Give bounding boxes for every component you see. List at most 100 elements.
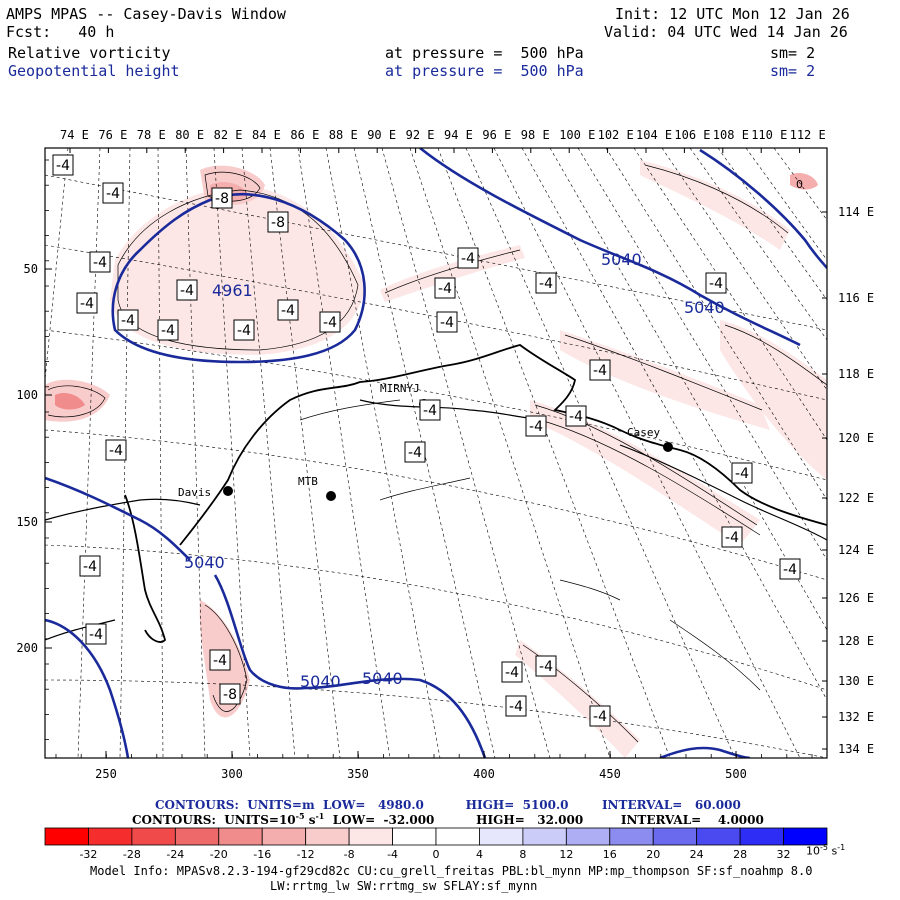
- vort-contour-post: LOW= -32.000 HIGH= 32.000 INTERVAL= 4.00…: [324, 813, 764, 827]
- vorticity-label-text: -4: [213, 653, 227, 669]
- colorbar-label: -20: [210, 848, 228, 861]
- vorticity-label-text: -4: [735, 466, 749, 482]
- vorticity-label: -4: [277, 299, 299, 321]
- vorticity-label-box: [436, 311, 458, 333]
- longitude-tick-label: 88 E: [329, 128, 358, 142]
- vorticity-label-text: -4: [56, 158, 70, 174]
- vorticity-label: -4: [52, 154, 74, 176]
- longitude-tick-label: 94 E: [444, 128, 473, 142]
- colorbar: -32 -28 -24 -20 -16 -12 -8 -4 0 4 8 12 16 20 24 28 32: [44, 827, 828, 861]
- longitude-tick-label: 116 E: [838, 291, 874, 305]
- vorticity-label-box: [731, 462, 753, 484]
- colorbar-label: 4: [476, 848, 483, 861]
- colorbar-swatch: [392, 827, 437, 846]
- vorticity-label: -4: [233, 319, 255, 341]
- longitude-tick-label: 96 E: [482, 128, 511, 142]
- vorticity-label-text: -4: [106, 186, 120, 202]
- vorticity-label-text: -4: [509, 699, 523, 715]
- vorticity-label: -8: [219, 683, 241, 705]
- field1-smoothing: sm= 2: [770, 44, 816, 62]
- longitude-tick-label: 76 E: [98, 128, 127, 142]
- vorticity-label-box: [535, 272, 557, 294]
- height-label: 4961: [212, 281, 253, 300]
- field1-name: Relative vorticity: [8, 44, 171, 62]
- model-info-line1: Model Info: MPASv8.2.3-194-gf29cd82c CU:…: [90, 864, 813, 878]
- coastline: [124, 344, 827, 643]
- vorticity-label-text: -8: [215, 191, 229, 207]
- x-axis-labels: 250 300 350 400 450 500: [55, 751, 813, 781]
- vorticity-label: -4: [404, 441, 426, 463]
- longitude-tick-label: 132 E: [838, 710, 874, 724]
- vorticity-label-box: [589, 705, 611, 727]
- x-tick-label: 500: [725, 767, 747, 781]
- station-mtb-label: MTB: [298, 475, 318, 488]
- vorticity-label-box: [319, 311, 341, 333]
- height-label: 5040: [300, 672, 341, 691]
- vorticity-label-box: [404, 441, 426, 463]
- vorticity-label-text: -4: [89, 627, 103, 643]
- vorticity-label-box: [589, 359, 611, 381]
- longitude-tick-label: 98 E: [521, 128, 550, 142]
- longitude-tick-label: 90 E: [367, 128, 396, 142]
- colorbar-label: -24: [166, 848, 184, 861]
- vorticity-label-text: -4: [539, 276, 553, 292]
- vorticity-label: -4: [721, 526, 743, 548]
- vorticity-label-text: -4: [281, 303, 295, 319]
- colorbar-swatch: [348, 827, 393, 846]
- forecast-hour: Fcst: 40 h: [6, 23, 115, 41]
- field2-name: Geopotential height: [8, 62, 180, 80]
- vorticity-label-box: [505, 695, 527, 717]
- longitude-tick-label: 122 E: [838, 491, 874, 505]
- vorticity-label-text: -4: [83, 559, 97, 575]
- x-tick-label: 450: [599, 767, 621, 781]
- vorticity-labels: -4 -4 -8 -8 -4 -4 -4 -4 -4 -4 -4 -4 -4 -4 -4 -4 -4 -4 -4 -4…: [52, 154, 801, 727]
- colorbar-unit: 10-5 s-1: [806, 843, 845, 858]
- vorticity-label: -4: [505, 695, 527, 717]
- vort-contour-exp: -5: [295, 811, 305, 821]
- vorticity-label-box: [117, 309, 139, 331]
- colorbar-swatch: [609, 827, 654, 846]
- valid-time: Valid: 04 UTC Wed 14 Jan 26: [604, 23, 848, 41]
- vorticity-label-text: -4: [180, 283, 194, 299]
- vorticity-label-box: [565, 405, 587, 427]
- vorticity-label: -4: [589, 705, 611, 727]
- vorticity-label-box: [501, 661, 523, 683]
- top-longitude-labels: 74 E 76 E 78 E 80 E 82 E 84 E 86 E 88 E 90 E 92 E…: [60, 128, 826, 153]
- vorticity-label: -4: [79, 555, 101, 577]
- vorticity-label-box: [89, 251, 111, 273]
- colorbar-unit-exp: -5: [820, 843, 828, 852]
- vorticity-label-box: [233, 319, 255, 341]
- colorbar-swatch: [783, 827, 828, 846]
- map-border: [44, 147, 828, 759]
- field1-level: at pressure = 500 hPa: [385, 44, 584, 62]
- vorticity-label: -4: [102, 182, 124, 204]
- vorticity-label-box: [209, 649, 231, 671]
- vorticity-label-text: -4: [440, 315, 454, 331]
- height-contours: [45, 148, 827, 758]
- longitude-tick-label: 102 E: [598, 128, 634, 142]
- vorticity-label: -4: [319, 311, 341, 333]
- vorticity-label-text: -4: [505, 665, 519, 681]
- colorbar-label: 8: [519, 848, 526, 861]
- vorticity-label: -4: [779, 558, 801, 580]
- height-labels: 5040 5040 5040 5040 5040 4961 0: [184, 178, 803, 691]
- longitude-tick-label: 134 E: [838, 742, 874, 756]
- init-time: Init: 12 UTC Mon 12 Jan 26: [615, 5, 850, 23]
- colorbar-swatch: [131, 827, 176, 846]
- colorbar-label: 28: [733, 848, 747, 861]
- station-davis-marker: [223, 486, 233, 496]
- vorticity-label-text: -4: [93, 255, 107, 271]
- longitude-tick-label: 82 E: [214, 128, 243, 142]
- station-casey-marker: [663, 442, 673, 452]
- station-davis-label: Davis: [178, 486, 211, 499]
- ice-shelf-outline: [45, 399, 827, 641]
- longitude-tick-label: 108 E: [713, 128, 749, 142]
- vorticity-label-text: -4: [408, 445, 422, 461]
- vorticity-label-text: -4: [529, 419, 543, 435]
- x-tick-label: 350: [347, 767, 369, 781]
- vorticity-label: -4: [76, 292, 98, 314]
- longitude-tick-label: 92 E: [406, 128, 435, 142]
- colorbar-label: 32: [777, 848, 791, 861]
- vorticity-label-text: -4: [161, 323, 175, 339]
- vorticity-label-box: [419, 399, 441, 421]
